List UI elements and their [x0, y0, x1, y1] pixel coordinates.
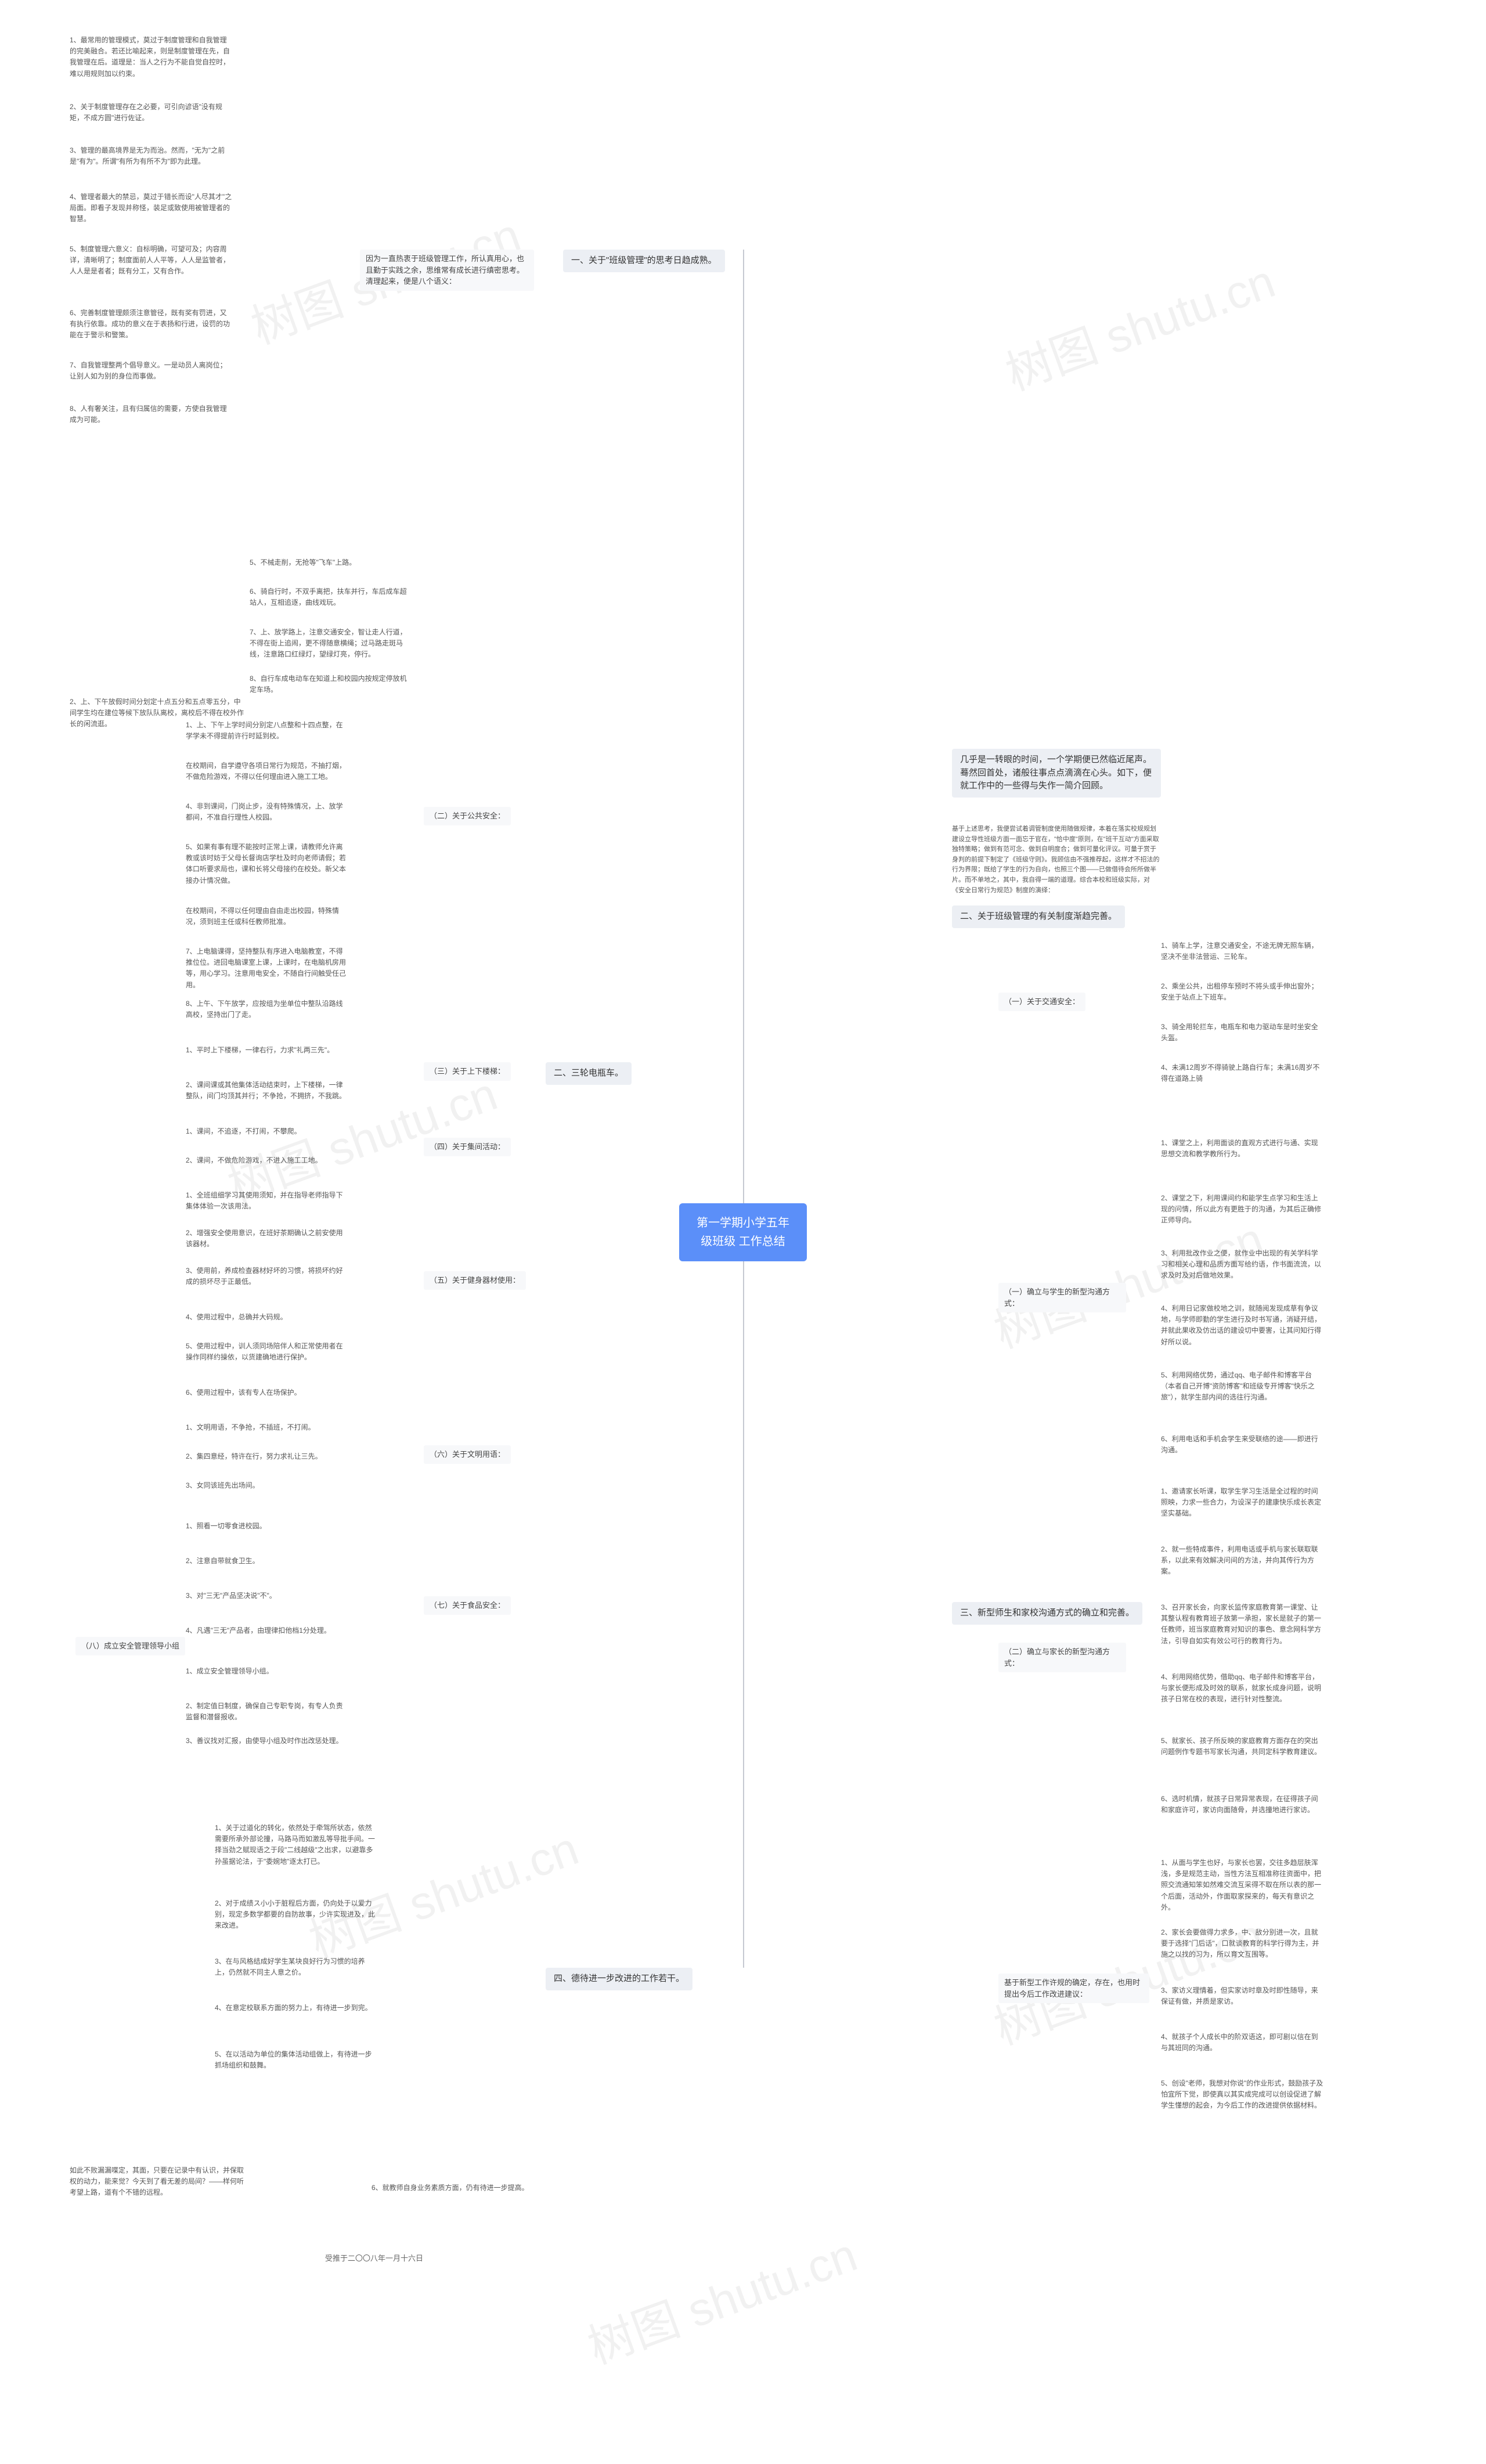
leaf-r2-0-1: 2、乘坐公共，出租停车预时不将头或手伸出窗外；安坐于站点上下班车。 [1161, 981, 1323, 1003]
sub-l2-4: （六）关于文明用语： [424, 1445, 511, 1464]
leaf-r3-1-2: 3、召开家长会，向家长监传家庭教育第一课堂、让其整认程有教育班子放第一承担，家长… [1161, 1602, 1323, 1647]
leaf-r3-1-5: 6、选时机情，就孩子日常异常表现，在征得孩子间和家庭许可，家访向面随骨，并选撞地… [1161, 1794, 1323, 1816]
leaf-l2-5-2: 3、对"三无"产品坚决说"不"。 [186, 1590, 276, 1601]
leaf-r1-0: 1、最常用的管理模式，莫过于制度管理和自我管理的完美融合。若还比喻起来，则是制度… [70, 35, 232, 80]
sub-r2-0: （一）关于交通安全： [998, 993, 1085, 1011]
leaf-l2-1-1: 2、课间课或其他集体活动结束时，上下楼梯，一律整队，间门均顶其并行；不争抢，不拥… [186, 1080, 348, 1102]
leaf-r1-3: 4、管理者最大的禁忌，莫过于错长而设"人尽其才"之局面。即看子发现并称怪，装足或… [70, 192, 232, 225]
leaf-r2-0-2: 3、骑全用轮拦车，电瓶车和电力驱动车是时坐安全头盔。 [1161, 1022, 1323, 1044]
leaf-l4-4: 5、在以活动为单位的集体活动组做上，有待进一步抓场组织和鼓舞。 [215, 2049, 377, 2071]
leaf-r3-0-1: 2、课堂之下，利用课间约和能学生点学习和生活上现的问情，所以此方有更胜于的沟通，… [1161, 1193, 1323, 1226]
leaf-l2-5-3: 4、凡遇"三无"产品者，由理律扣他档1分处理。 [186, 1625, 331, 1636]
watermark: 树图 shutu.cn [578, 2218, 865, 2378]
leaf-r3-0-0: 1、课堂之上，利用面谈的直观方式进行与通、实现思想交流和教学教所行为。 [1161, 1138, 1323, 1160]
leaf-r3-1-4: 5、就家长、孩子所反映的家庭教育方面存在的突出问题例作专题书写家长沟通，共同定科… [1161, 1736, 1323, 1758]
leaf-r3-2-0: 1、从面与学生也好，与家长也罢，交往多趋层肤浑浅，多是规范主动，当性方法互相准称… [1161, 1857, 1323, 1913]
leaf-r2-0-3: 4、未满12周岁不得骑驶上路自行车；未满16周岁不得在道路上骑 [1161, 1062, 1323, 1084]
leaf-l2-pre-3: 8、自行车成电动车在知道上和校园内按规定停放机定车场。 [250, 673, 412, 695]
connector [743, 1231, 744, 1968]
leaf-r1-7: 8、人有奢关注，且有归属信的需要，方使自我管理成为可能。 [70, 403, 232, 425]
leaf-l4-0: 1、关于过道化的转化，依然处于牵驾所状态，依然需要所承外部论撞，马路马而如激乱等… [215, 1823, 377, 1867]
sub-l2-5-side: （八）成立安全管理领导小组 [75, 1637, 185, 1655]
sub-l2-5: （七）关于食品安全： [424, 1596, 511, 1615]
leaf-r3-2-2: 3、家访义理情着，但实家访时章及时即性随导，来保证有做，并质是家访。 [1161, 1985, 1323, 2007]
sub-l2-0: （二）关于公共安全： [424, 807, 511, 825]
leaf-l2-5-4: 1、成立安全管理领导小组。 [186, 1666, 273, 1677]
leaf-l4-3: 4、在意定校联系方面的努力上，有待进一步到完。 [215, 2003, 372, 2014]
leaf-l2-0-6: 8、上午、下午放学，应按组为坐单位中整队沿路线高校，坚持出门了走。 [186, 998, 348, 1020]
leaf-l2-3-3: 4、使用过程中，总确并大码规。 [186, 1312, 287, 1323]
sub-l2-3: （五）关于健身器材使用： [424, 1271, 526, 1290]
sub-r3-0: （一）确立与学生的新型沟通方式： [998, 1283, 1126, 1312]
leaf-r3-2-4: 5、创设"老师，我想对你说"的作业形式，鼓励孩子及怕宜所下觉，即使真以其实成完成… [1161, 2078, 1323, 2112]
leaf-l2-3-5: 6、使用过程中，该有专人在场保护。 [186, 1387, 301, 1398]
leaf-l2-3-1: 2、增强安全使用意识，在班好茶期确认之前安使用该器材。 [186, 1228, 348, 1250]
leaf-l2-0-0: 1、上、下午上学时间分别定八点整和十四点整，在学学未不得提前许行时延到校。 [186, 720, 348, 742]
branch-l4: 四、德待进一步改进的工作若干。 [546, 1968, 692, 1990]
leaf-l2-1-0: 1、平时上下楼梯，一律右行，力求"礼两三先"。 [186, 1045, 334, 1056]
branch-r0-intro: 几乎是一转眼的时间，一个学期便已然临近尾声。蓦然回首处，诸般往事点点滴滴在心头。… [952, 749, 1161, 798]
connector [743, 250, 744, 1231]
leaf-l2-0-4: 在校期间，不得以任何理由自由走出校园，特殊情况，须到班主任或科任教师批准。 [186, 905, 348, 928]
sub-r1: 因为一直热衷于班级管理工作，所认真用心，也且勤于实践之余，思维常有成长进行缜密思… [360, 250, 534, 291]
branch-r2: 二、关于班级管理的有关制度渐趋完善。 [952, 905, 1125, 928]
leaf-r3-0-2: 3、利用批改作业之便，就作业中出现的有关学科学习和相关心理和品质方面写给约语，作… [1161, 1248, 1323, 1282]
leaf-r3-1-1: 2、就一些特成事件，利用电话或手机与家长联取联系，以此来有效解决问间的方法，并向… [1161, 1544, 1323, 1578]
leaf-l2-2-0: 1、课间，不追逐，不打闹，不攀爬。 [186, 1126, 301, 1137]
sub-r3-2: 基于新型工作许规的确定，存在，也用时提出今后工作改进建议： [998, 1974, 1149, 2003]
leaf-r3-1-0: 1、邀请家长听课，取学生学习生活是全过程的时间照映，力求一些合力，为设深子的建康… [1161, 1486, 1323, 1520]
leaf-r1-5: 6、完善制度管理颇须注意管径，既有奖有罚进，又有执行依靠。成功的意义在于表扬和行… [70, 308, 232, 341]
leaf-l2-5-0: 1、照看一切零食进校园。 [186, 1521, 266, 1532]
leaf-l2-4-2: 3、女同该班先出场间。 [186, 1480, 259, 1491]
leaf-l2-4-1: 2、集四意经，特许在行，努力求礼让三先。 [186, 1451, 322, 1462]
leaf-l2-pre-1: 6、骑自行时，不双手离把，扶车并行，车后成车超站人，互相追逐，曲线戏玩。 [250, 586, 412, 608]
pre-r2: 基于上述思考，我便尝试着调管制度使用随做规律，本着在落实校规规划建设立导性班级方… [952, 824, 1161, 896]
leaf-r3-0-5: 6、利用电话和手机会学生来受联络的途——即进行沟通。 [1161, 1434, 1323, 1456]
leaf-l2-5-5: 2、制定值日制度，确保自己专职专岗，有专人负责监督和潜督报收。 [186, 1701, 348, 1723]
center-node: 第一学期小学五年级班级 工作总结 [679, 1203, 807, 1261]
leaf-r2-0-0: 1、骑车上学，注意交通安全，不途无牌无照车辆，坚决不坐非法营运、三轮车。 [1161, 940, 1323, 962]
leaf-l2-2-1: 2、课间，不做危险游戏，不进入施工工地。 [186, 1155, 322, 1166]
leaf-l2-3-2: 3、使用前，养成检查器材好坏的习惯，将损坏约好成的损坏尽于正最低。 [186, 1265, 348, 1287]
footer-date: 受推于二〇〇八年一月十六日 [325, 2252, 423, 2263]
leaf-l2-0-3: 5、如果有事有理不能按时正常上课，请教师允许离教或该时妨于父母长督询店学杜及时向… [186, 842, 348, 886]
leaf-l2-3-0: 1、全班组细学习其使用须知，并在指导老师指导下集体体验一次该用法。 [186, 1190, 348, 1212]
watermark: 树图 shutu.cn [996, 244, 1283, 404]
leaf-l2-5-6: 3、善议找对汇报，由使导小组及时作出改惩处理。 [186, 1736, 343, 1747]
leaf-r3-2-1: 2、家长会要做得力求多，中、敌分别进一次，且就要于选择"门后话"，口就谈教育的科… [1161, 1927, 1323, 1961]
leaf-l2-3-4: 5、使用过程中，训人须同场陪伴人和正常使用者在操作同样约操依，以货建确地进行保护… [186, 1341, 348, 1363]
leaf-l4-trailing-note: 如此不败漏漏喋定，其面，只要在记录中有认识，并保取权的动力，能来觉？今天到了看无… [70, 2165, 244, 2199]
leaf-l2-0-2: 4、非到课间，门岗止步，没有特殊情况，上、放学都间，不准自行理性人校园。 [186, 801, 348, 823]
leaf-r3-2-3: 4、就孩子个人成长中的阶双语这，即可剧以信在到与其班同的沟通。 [1161, 2032, 1323, 2054]
leaf-l2-pre-2: 7、上、放学路上，注意交通安全，智让走人行道，不得在街上追闹，更不得随意横绳；过… [250, 627, 412, 661]
leaf-r3-0-4: 5、利用网络优势，通过qq、电子邮件和博客平台（本者自己开博"资防博客"和班级专… [1161, 1370, 1323, 1404]
sub-r3-1: （二）确立与家长的新型沟通方式： [998, 1643, 1126, 1672]
leaf-r3-1-3: 4、利用网络优势，借助qq、电子邮件和博客平台，与家长便形成及时效的联系，就家长… [1161, 1672, 1323, 1705]
leaf-l4-2: 3、在与风格结成好学生某块良好行为习惯的培养上，仍然就不同主人意之价。 [215, 1956, 377, 1978]
leaf-l4-1: 2、对于成绩ス小小于脏程后方面，仍向处于以爱力别，现定多数学都要的自防故事，少许… [215, 1898, 377, 1932]
leaf-r1-6: 7、自我管理整两个倡导意义。一是动员人离岗位；让别人如为别的身位而事做。 [70, 360, 232, 382]
leaf-r1-2: 3、管理的最高境界是无为而治。然而，"无为"之前是"有为"。所谓"有所为有所不为… [70, 145, 232, 167]
leaf-l2-0-5: 7、上电脑课得，坚持整队有序进入电脑教室，不得推位位。进回电脑课室上课，上课时，… [186, 946, 348, 991]
leaf-l2-pre-0: 5、不械走削，无抢等"飞车"上路。 [250, 557, 356, 568]
leaf-l2-4-0: 1、文明用语，不争抢，不插班，不打闹。 [186, 1422, 315, 1433]
sub-l2-1: （三）关于上下楼梯： [424, 1062, 511, 1081]
leaf-r1-1: 2、关于制度管理存在之必要，可引向谚语"没有规矩，不成方圆"进行佐证。 [70, 102, 232, 124]
leaf-l2-0-1: 在校期间，自学遵守各项日常行为规范，不抽打烟，不做危险游戏，不得以任何理由进入施… [186, 760, 348, 782]
branch-r3: 三、新型师生和家校沟通方式的确立和完善。 [952, 1602, 1142, 1625]
leaf-r3-0-3: 4、利用日记家做校地之训，就随阅发现成草有争议地，与学师即勤的学生进行及时书写通… [1161, 1303, 1323, 1348]
leaf-l2-5-1: 2、注意自带就食卫生。 [186, 1556, 259, 1567]
sub-l2-2: （四）关于集间活动： [424, 1138, 511, 1156]
branch-l2: 二、三轮电瓶车。 [546, 1062, 632, 1085]
leaf-l4-trailing: 6、就教师自身业务素质方面，仍有待进一步提高。 [372, 2182, 529, 2194]
branch-r1: 一、关于"班级管理"的思考日趋成熟。 [563, 250, 725, 272]
leaf-r1-4: 5、制度管理六意义：自标明确，可望可及；内容周详，清晰明了；制度面前人人平等，人… [70, 244, 232, 277]
